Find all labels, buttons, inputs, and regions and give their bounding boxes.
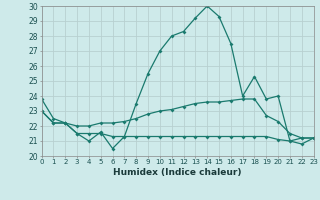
X-axis label: Humidex (Indice chaleur): Humidex (Indice chaleur): [113, 168, 242, 177]
